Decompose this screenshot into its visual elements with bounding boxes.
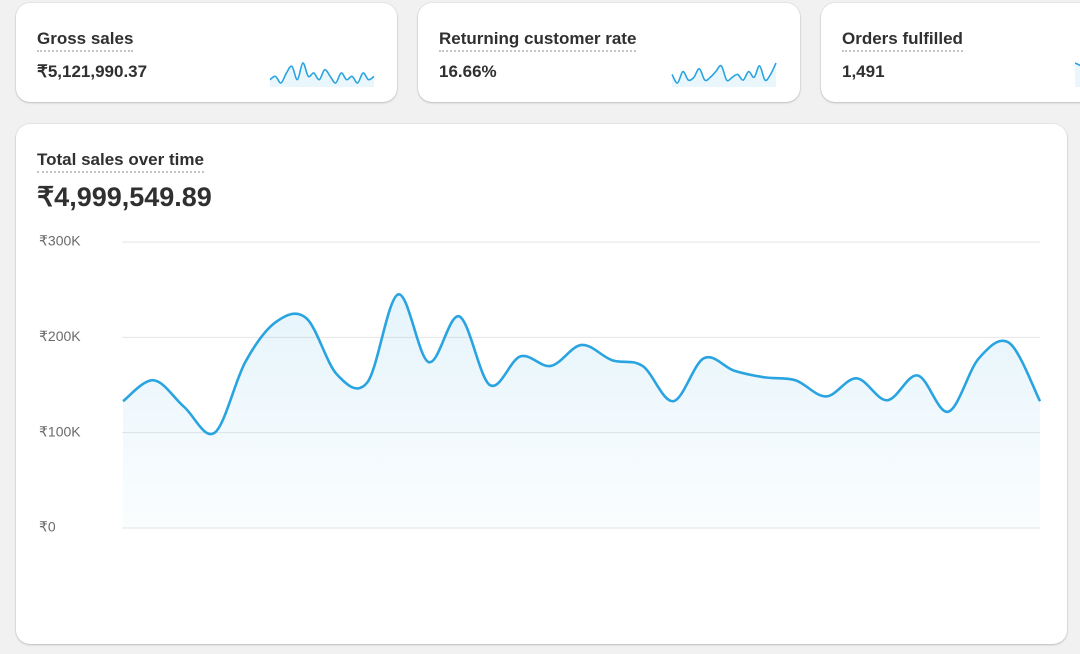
card-title: Gross sales	[37, 29, 134, 52]
metric-card[interactable]: Orders fulfilled 1,491	[821, 3, 1080, 102]
chart: ₹0 ₹100K ₹200K ₹300K	[39, 233, 1042, 535]
line	[122, 293, 1042, 436]
sparkline	[269, 62, 375, 87]
chart-card: Total sales over time ₹4,999,549.89 ₹0 ₹1…	[16, 124, 1067, 644]
sparkline-line	[269, 62, 375, 84]
y-tick-label: ₹200K	[39, 328, 81, 344]
card-value: ₹5,121,990.37	[37, 62, 148, 81]
y-tick-label: ₹300K	[39, 233, 81, 249]
sparkline-line	[671, 62, 777, 84]
metric-card[interactable]: Returning customer rate 16.66%	[418, 3, 800, 102]
y-tick-label: ₹0	[39, 519, 56, 535]
y-tick-label: ₹100K	[39, 423, 81, 439]
card-title: Orders fulfilled	[842, 29, 963, 52]
sparkline-area	[1075, 63, 1080, 87]
metric-card[interactable]: Gross sales ₹5,121,990.37	[16, 3, 397, 102]
chart-title: Total sales over time	[37, 150, 204, 173]
area	[123, 294, 1040, 528]
card-value: 16.66%	[439, 62, 497, 81]
sparkline	[1074, 62, 1080, 87]
card-title: Returning customer rate	[439, 29, 637, 52]
card-value: 1,491	[842, 62, 885, 81]
sparkline	[671, 62, 777, 87]
total-value: ₹4,999,549.89	[37, 182, 212, 212]
